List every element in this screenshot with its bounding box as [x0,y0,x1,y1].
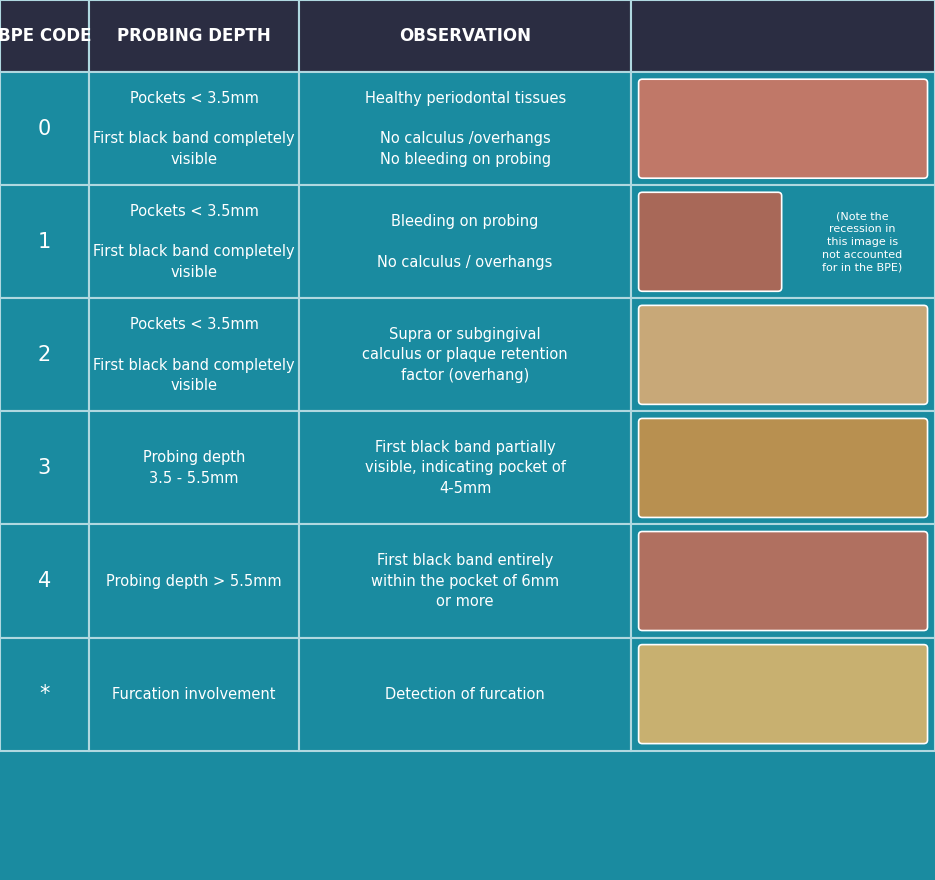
Bar [0,411,89,524]
Bar [631,0,935,72]
Bar [299,72,631,185]
Bar [299,185,631,298]
Bar [299,411,631,524]
Text: Detection of furcation: Detection of furcation [385,686,545,701]
Text: Supra or subgingival
calculus or plaque retention
factor (overhang): Supra or subgingival calculus or plaque … [363,327,568,383]
Bar [89,185,299,298]
Text: Bleeding on probing

No calculus / overhangs: Bleeding on probing No calculus / overha… [378,214,553,269]
Text: OBSERVATION: OBSERVATION [399,27,531,45]
Bar [631,411,935,524]
Text: *: * [39,684,50,704]
Text: Furcation involvement: Furcation involvement [112,686,276,701]
FancyBboxPatch shape [639,418,928,517]
Text: BPE CODE: BPE CODE [0,27,91,45]
Bar [89,0,299,72]
Text: PROBING DEPTH: PROBING DEPTH [117,27,271,45]
Bar [0,524,89,637]
FancyBboxPatch shape [639,305,928,405]
Bar [89,637,299,751]
Text: 2: 2 [37,345,51,365]
Bar [631,524,935,637]
Text: Pockets < 3.5mm

First black band completely
visible: Pockets < 3.5mm First black band complet… [94,317,295,393]
Bar [631,298,935,412]
FancyBboxPatch shape [639,79,928,178]
Bar [89,72,299,185]
Bar [631,185,935,298]
FancyBboxPatch shape [639,644,928,744]
FancyBboxPatch shape [639,192,782,291]
Bar [299,0,631,72]
Text: (Note the
recession in
this image is
not accounted
for in the BPE): (Note the recession in this image is not… [822,211,902,273]
Text: Pockets < 3.5mm

First black band completely
visible: Pockets < 3.5mm First black band complet… [94,91,295,167]
Text: Probing depth
3.5 - 5.5mm: Probing depth 3.5 - 5.5mm [143,451,245,486]
Text: 3: 3 [37,458,51,478]
Bar [0,0,89,72]
Bar [89,524,299,637]
Text: Healthy periodontal tissues

No calculus /overhangs
No bleeding on probing: Healthy periodontal tissues No calculus … [365,91,566,167]
Text: First black band partially
visible, indicating pocket of
4-5mm: First black band partially visible, indi… [365,440,566,495]
Bar [89,411,299,524]
Bar [299,524,631,637]
Bar [89,298,299,412]
Bar [0,298,89,412]
Bar [0,72,89,185]
Text: 0: 0 [37,119,51,139]
Text: 1: 1 [37,231,51,252]
Bar [0,637,89,751]
Bar [299,298,631,412]
Bar [299,637,631,751]
Bar [631,637,935,751]
Text: Pockets < 3.5mm

First black band completely
visible: Pockets < 3.5mm First black band complet… [94,203,295,280]
FancyBboxPatch shape [639,532,928,630]
Text: First black band entirely
within the pocket of 6mm
or more: First black band entirely within the poc… [371,554,559,609]
Text: 4: 4 [37,571,51,591]
Bar [0,185,89,298]
Bar [631,72,935,185]
Text: Probing depth > 5.5mm: Probing depth > 5.5mm [107,574,281,589]
